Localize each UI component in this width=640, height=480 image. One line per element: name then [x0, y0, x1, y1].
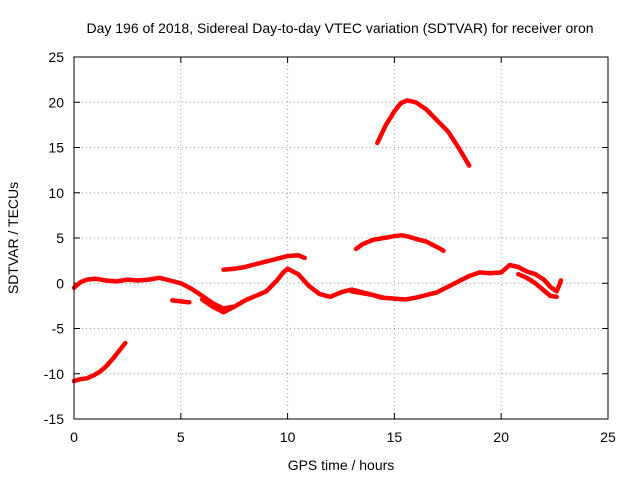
x-tick-label: 15	[387, 429, 403, 445]
data-series	[71, 98, 564, 384]
series-arc-9	[516, 271, 559, 300]
series-arc-8	[349, 262, 564, 302]
y-axis-label: SDTVAR / TECUs	[5, 182, 21, 294]
y-axis: -15 -10 -5 0 5 10 15 20 25	[44, 49, 608, 427]
chart-title: Day 196 of 2018, Sidereal Day-to-day VTE…	[86, 20, 593, 36]
x-tick-label: 5	[177, 429, 185, 445]
plot-frame	[73, 56, 609, 420]
y-tick-label: -10	[44, 366, 64, 382]
y-tick-label: 15	[48, 140, 64, 156]
series-arc-2	[71, 275, 235, 311]
series-arc-3	[170, 298, 192, 305]
y-tick-label: 20	[48, 94, 64, 110]
series-arc-1	[71, 340, 128, 384]
series-arc-7	[375, 98, 472, 168]
y-tick-label: 25	[48, 49, 64, 65]
series-arc-6	[353, 233, 446, 253]
x-axis: 0 5 10 15 20 25	[70, 57, 616, 445]
x-tick-label: 20	[493, 429, 509, 445]
x-tick-label: 25	[600, 429, 616, 445]
x-tick-label: 0	[70, 429, 78, 445]
y-tick-label: -5	[52, 321, 65, 337]
series-arc-5	[221, 252, 307, 272]
x-tick-label: 10	[280, 429, 296, 445]
y-tick-label: 0	[56, 275, 64, 291]
y-tick-label: 10	[48, 185, 64, 201]
y-tick-label: 5	[56, 230, 64, 246]
x-axis-label: GPS time / hours	[288, 457, 395, 473]
grid-lines	[74, 57, 608, 419]
y-tick-label: -15	[44, 411, 64, 427]
